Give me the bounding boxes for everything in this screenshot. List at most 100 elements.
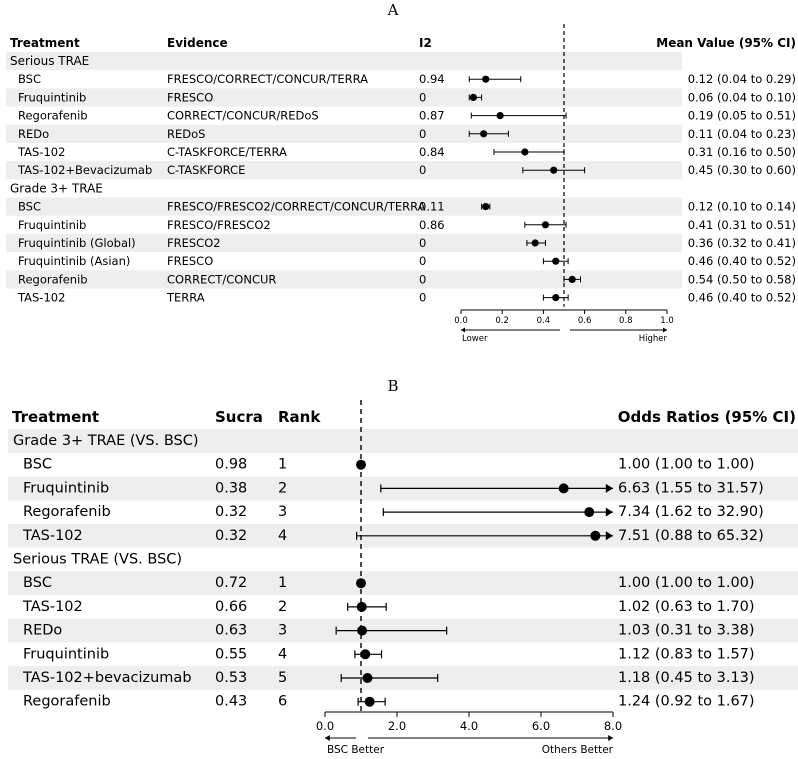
- panel-b-point-estimate: [584, 507, 595, 518]
- panel-a-estimate-label: 0.46 (0.40 to 0.52): [688, 291, 796, 305]
- panel-a-point-estimate: [496, 112, 504, 120]
- panel-b-treatment: BSC: [23, 457, 52, 473]
- panel-b-point-estimate: [360, 649, 371, 660]
- panel-a-point-estimate: [552, 257, 560, 265]
- panel-b-rank: 4: [278, 646, 287, 662]
- panel-a-evidence: FRESCO: [167, 90, 213, 104]
- panel-a-estimate-label: 0.19 (0.05 to 0.51): [688, 109, 796, 123]
- panel-b-estimate-label: 1.00 (1.00 to 1.00): [618, 457, 755, 473]
- panel-a-evidence: CORRECT/CONCUR/REDoS: [167, 109, 319, 123]
- panel-b-sucra: 0.98: [215, 457, 247, 473]
- panel-b-sucra: 0.32: [215, 504, 247, 520]
- panel-a-row-stripe: [6, 270, 682, 289]
- panel-b-rank: 5: [278, 670, 287, 686]
- panel-b-header-treatment: Treatment: [12, 408, 99, 426]
- panel-a-point-estimate: [541, 221, 550, 229]
- panel-a-i2: 0.87: [419, 109, 445, 123]
- panel-a-direction-label-right: Higher: [639, 334, 668, 344]
- panel-a-row-stripe: [6, 161, 682, 180]
- panel-b-sucra: 0.43: [215, 694, 247, 710]
- panel-a-treatment: BSC: [18, 200, 41, 214]
- panel-a-treatment: REDo: [18, 127, 49, 141]
- panel-a-row-stripe: [6, 51, 682, 71]
- panel-a-treatment: BSC: [18, 72, 41, 86]
- panel-b-point-estimate: [590, 530, 601, 541]
- panel-a-x-tick-label: 0.6: [578, 316, 592, 326]
- panel-a-evidence: FRESCO/CORRECT/CONCUR/TERRA: [167, 72, 368, 86]
- panel-a-estimate-label: 0.12 (0.04 to 0.29): [688, 72, 796, 86]
- panel-a-point-estimate: [531, 239, 539, 247]
- panel-a-treatment: Fruquintinib (Global): [18, 236, 136, 250]
- panel-b-sucra: 0.63: [215, 623, 247, 639]
- panel-a-direction-arrowhead-right: [663, 327, 667, 333]
- panel-a-row-stripe: [6, 197, 682, 216]
- panel-a-point-estimate: [552, 294, 560, 302]
- panel-a-header-evidence: Evidence: [167, 36, 228, 50]
- panel-a-treatment: Fruquintinib: [18, 218, 86, 232]
- panel-a-treatment: Regorafenib: [18, 109, 88, 123]
- panel-a-estimate-label: 0.06 (0.04 to 0.10): [688, 90, 796, 104]
- panel-b-sucra: 0.66: [215, 599, 247, 615]
- panel-b-point-estimate: [362, 673, 373, 683]
- panel-a-row-stripe: [6, 124, 682, 143]
- panel-b-header-estimate: Odds Ratios (95% CI): [618, 408, 796, 426]
- panel-b-treatment: Regorafenib: [23, 694, 111, 710]
- panel-a-label: A: [387, 1, 399, 19]
- panel-a-estimate-label: 0.31 (0.16 to 0.50): [688, 145, 796, 159]
- panel-b-rank: 6: [278, 694, 287, 710]
- panel-a-i2: 0: [419, 90, 426, 104]
- panel-a-i2: 0: [419, 272, 426, 286]
- panel-b-x-tick-label: 8.0: [604, 719, 622, 733]
- panel-b-rank: 4: [278, 528, 287, 544]
- panel-a-treatment: TAS-102: [17, 291, 65, 305]
- panel-a-i2: 0: [419, 163, 426, 177]
- panel-b-treatment: Regorafenib: [23, 504, 111, 520]
- panel-b-rank: 1: [278, 457, 287, 473]
- panel-a-treatment: Fruquintinib (Asian): [18, 254, 130, 268]
- panel-b-estimate-label: 1.24 (0.92 to 1.67): [618, 694, 755, 710]
- panel-a-estimate-label: 0.46 (0.40 to 0.52): [688, 254, 796, 268]
- panel-b-treatment: REDo: [23, 623, 62, 639]
- panel-b-label: B: [387, 377, 398, 395]
- panel-a-estimate-label: 0.12 (0.10 to 0.14): [688, 200, 796, 214]
- panel-a-direction-arrowhead-left: [461, 327, 465, 333]
- panel-b-estimate-label: 7.34 (1.62 to 32.90): [618, 504, 764, 520]
- panel-b-ci-arrowhead: [605, 507, 613, 517]
- panel-a-evidence: FRESCO2: [167, 236, 221, 250]
- panel-b-row-stripe: [8, 429, 798, 453]
- panel-a-evidence: CORRECT/CONCUR: [167, 272, 276, 286]
- panel-b-treatment: TAS-102: [22, 528, 83, 544]
- panel-a-estimate-label: 0.11 (0.04 to 0.23): [688, 127, 796, 141]
- panel-b-direction-label-left: BSC Better: [327, 744, 385, 756]
- panel-b-rank: 2: [278, 480, 287, 496]
- panel-a-i2: 0: [419, 236, 426, 250]
- panel-b-estimate-label: 1.00 (1.00 to 1.00): [618, 575, 755, 591]
- panel-a-header-estimate: Mean Value (95% CI): [656, 36, 796, 50]
- panel-a-i2: 0.94: [419, 72, 445, 86]
- panel-b-treatment: BSC: [23, 575, 52, 591]
- panel-a-i2: 0: [419, 291, 426, 305]
- panel-a-x-tick-label: 0.4: [537, 316, 551, 326]
- panel-a-header-treatment: Treatment: [10, 36, 80, 50]
- panel-b-x-tick-label: 6.0: [532, 719, 550, 733]
- panel-a-point-estimate: [550, 166, 558, 174]
- panel-a-point-estimate: [469, 93, 477, 101]
- panel-a-i2: 0.86: [419, 218, 445, 232]
- panel-b-sucra: 0.53: [215, 670, 247, 686]
- panel-b-point-estimate: [364, 696, 375, 707]
- panel-b-estimate-label: 6.63 (1.55 to 31.57): [618, 480, 764, 496]
- panel-a-evidence: TERRA: [166, 291, 205, 305]
- panel-b-direction-arrowhead-right: [608, 735, 613, 741]
- panel-b-group-heading: Serious TRAE (VS. BSC): [13, 552, 182, 568]
- panel-a-x-tick-label: 0.0: [454, 316, 468, 326]
- panel-a-x-tick-label: 0.2: [495, 316, 509, 326]
- panel-b-header-sucra: Sucra: [215, 408, 263, 426]
- panel-a-i2: 0.84: [419, 145, 445, 159]
- panel-b-estimate-label: 1.03 (0.31 to 3.38): [618, 623, 755, 639]
- panel-a-evidence: FRESCO/FRESCO2: [167, 218, 271, 232]
- panel-a-group-heading: Grade 3+ TRAE: [10, 181, 103, 195]
- panel-b-point-estimate: [558, 483, 569, 494]
- panel-a-point-estimate: [568, 275, 576, 283]
- panel-b-treatment: TAS-102+bevacizumab: [22, 670, 192, 686]
